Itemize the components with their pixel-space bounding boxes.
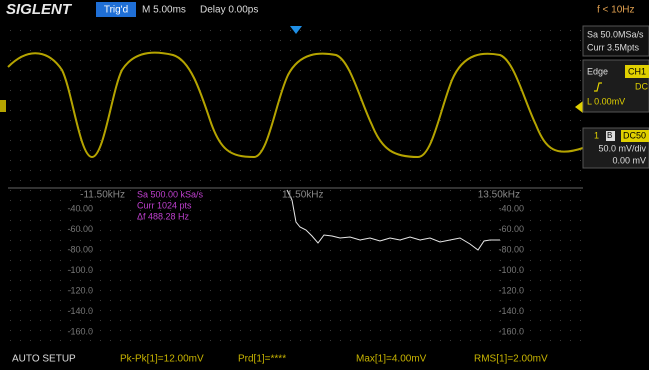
vertical-offset: 0.00 mV: [612, 155, 646, 165]
fft-left-scale-label: -80.00: [67, 244, 93, 254]
trigger-source: CH1: [628, 66, 646, 76]
fft-resolution: Δf 488.28 Hz: [137, 211, 190, 221]
measurement: Max[1]=4.00mV: [356, 354, 427, 365]
fft-left-scale-label: -40.00: [67, 203, 93, 213]
fft-left-scale-label: -120.0: [67, 285, 93, 295]
fft-center-freq: 11.50kHz: [282, 190, 324, 201]
fft-left-scale-label: -140.0: [67, 306, 93, 316]
ch1-marker: [0, 100, 6, 112]
vertical-scale: 50.0 mV/div: [598, 143, 646, 153]
trigger-type: Edge: [587, 66, 608, 76]
fft-right-scale-label: -40.00: [498, 203, 524, 213]
fft-left-scale-label: -60.00: [67, 224, 93, 234]
page: {"top_bar": {"brand": "SIGLENT", "trigge…: [0, 0, 649, 365]
brand: SIGLENT: [6, 1, 73, 18]
trigger-status: Trig'd: [104, 5, 128, 16]
impedance: DC50: [623, 130, 646, 140]
auto-setup[interactable]: AUTO SETUP: [12, 354, 76, 365]
fft-right-scale-label: -120.0: [498, 285, 524, 295]
fft-right-scale-label: -100.0: [498, 265, 524, 275]
delay: Delay 0.00ps: [200, 5, 258, 16]
fft-right-scale-label: -140.0: [498, 306, 524, 316]
measurement: RMS[1]=2.00mV: [474, 354, 548, 365]
bandwidth-limit: B: [607, 131, 612, 140]
measurement: Prd[1]=****: [238, 354, 286, 365]
memory-depth: Curr 3.5Mpts: [587, 42, 640, 52]
fft-points: Curr 1024 pts: [137, 200, 192, 210]
fft-left-scale-label: -100.0: [67, 265, 93, 275]
scope-screen: SIGLENT Trig'd M 5.00ms Delay 0.00ps f <…: [0, 0, 649, 365]
measurement: Pk-Pk[1]=12.00mV: [120, 354, 204, 365]
trigger-coupling: DC: [635, 81, 648, 91]
fft-right-scale-label: -80.00: [498, 244, 524, 254]
frequency: f < 10Hz: [597, 5, 635, 16]
fft-stop-freq: 13.50kHz: [478, 190, 520, 201]
trigger-level: L 0.00mV: [587, 96, 625, 106]
fft-left-scale-label: -160.0: [67, 326, 93, 336]
fft-right-scale-label: -60.00: [498, 224, 524, 234]
timebase: M 5.00ms: [142, 5, 186, 16]
channel-number: 1: [594, 130, 599, 140]
fft-sample-rate: Sa 500.00 kSa/s: [137, 189, 204, 199]
fft-start-freq: -11.50kHz: [80, 190, 125, 201]
fft-right-scale-label: -160.0: [498, 326, 524, 336]
sample-rate: Sa 50.0MSa/s: [587, 29, 644, 39]
